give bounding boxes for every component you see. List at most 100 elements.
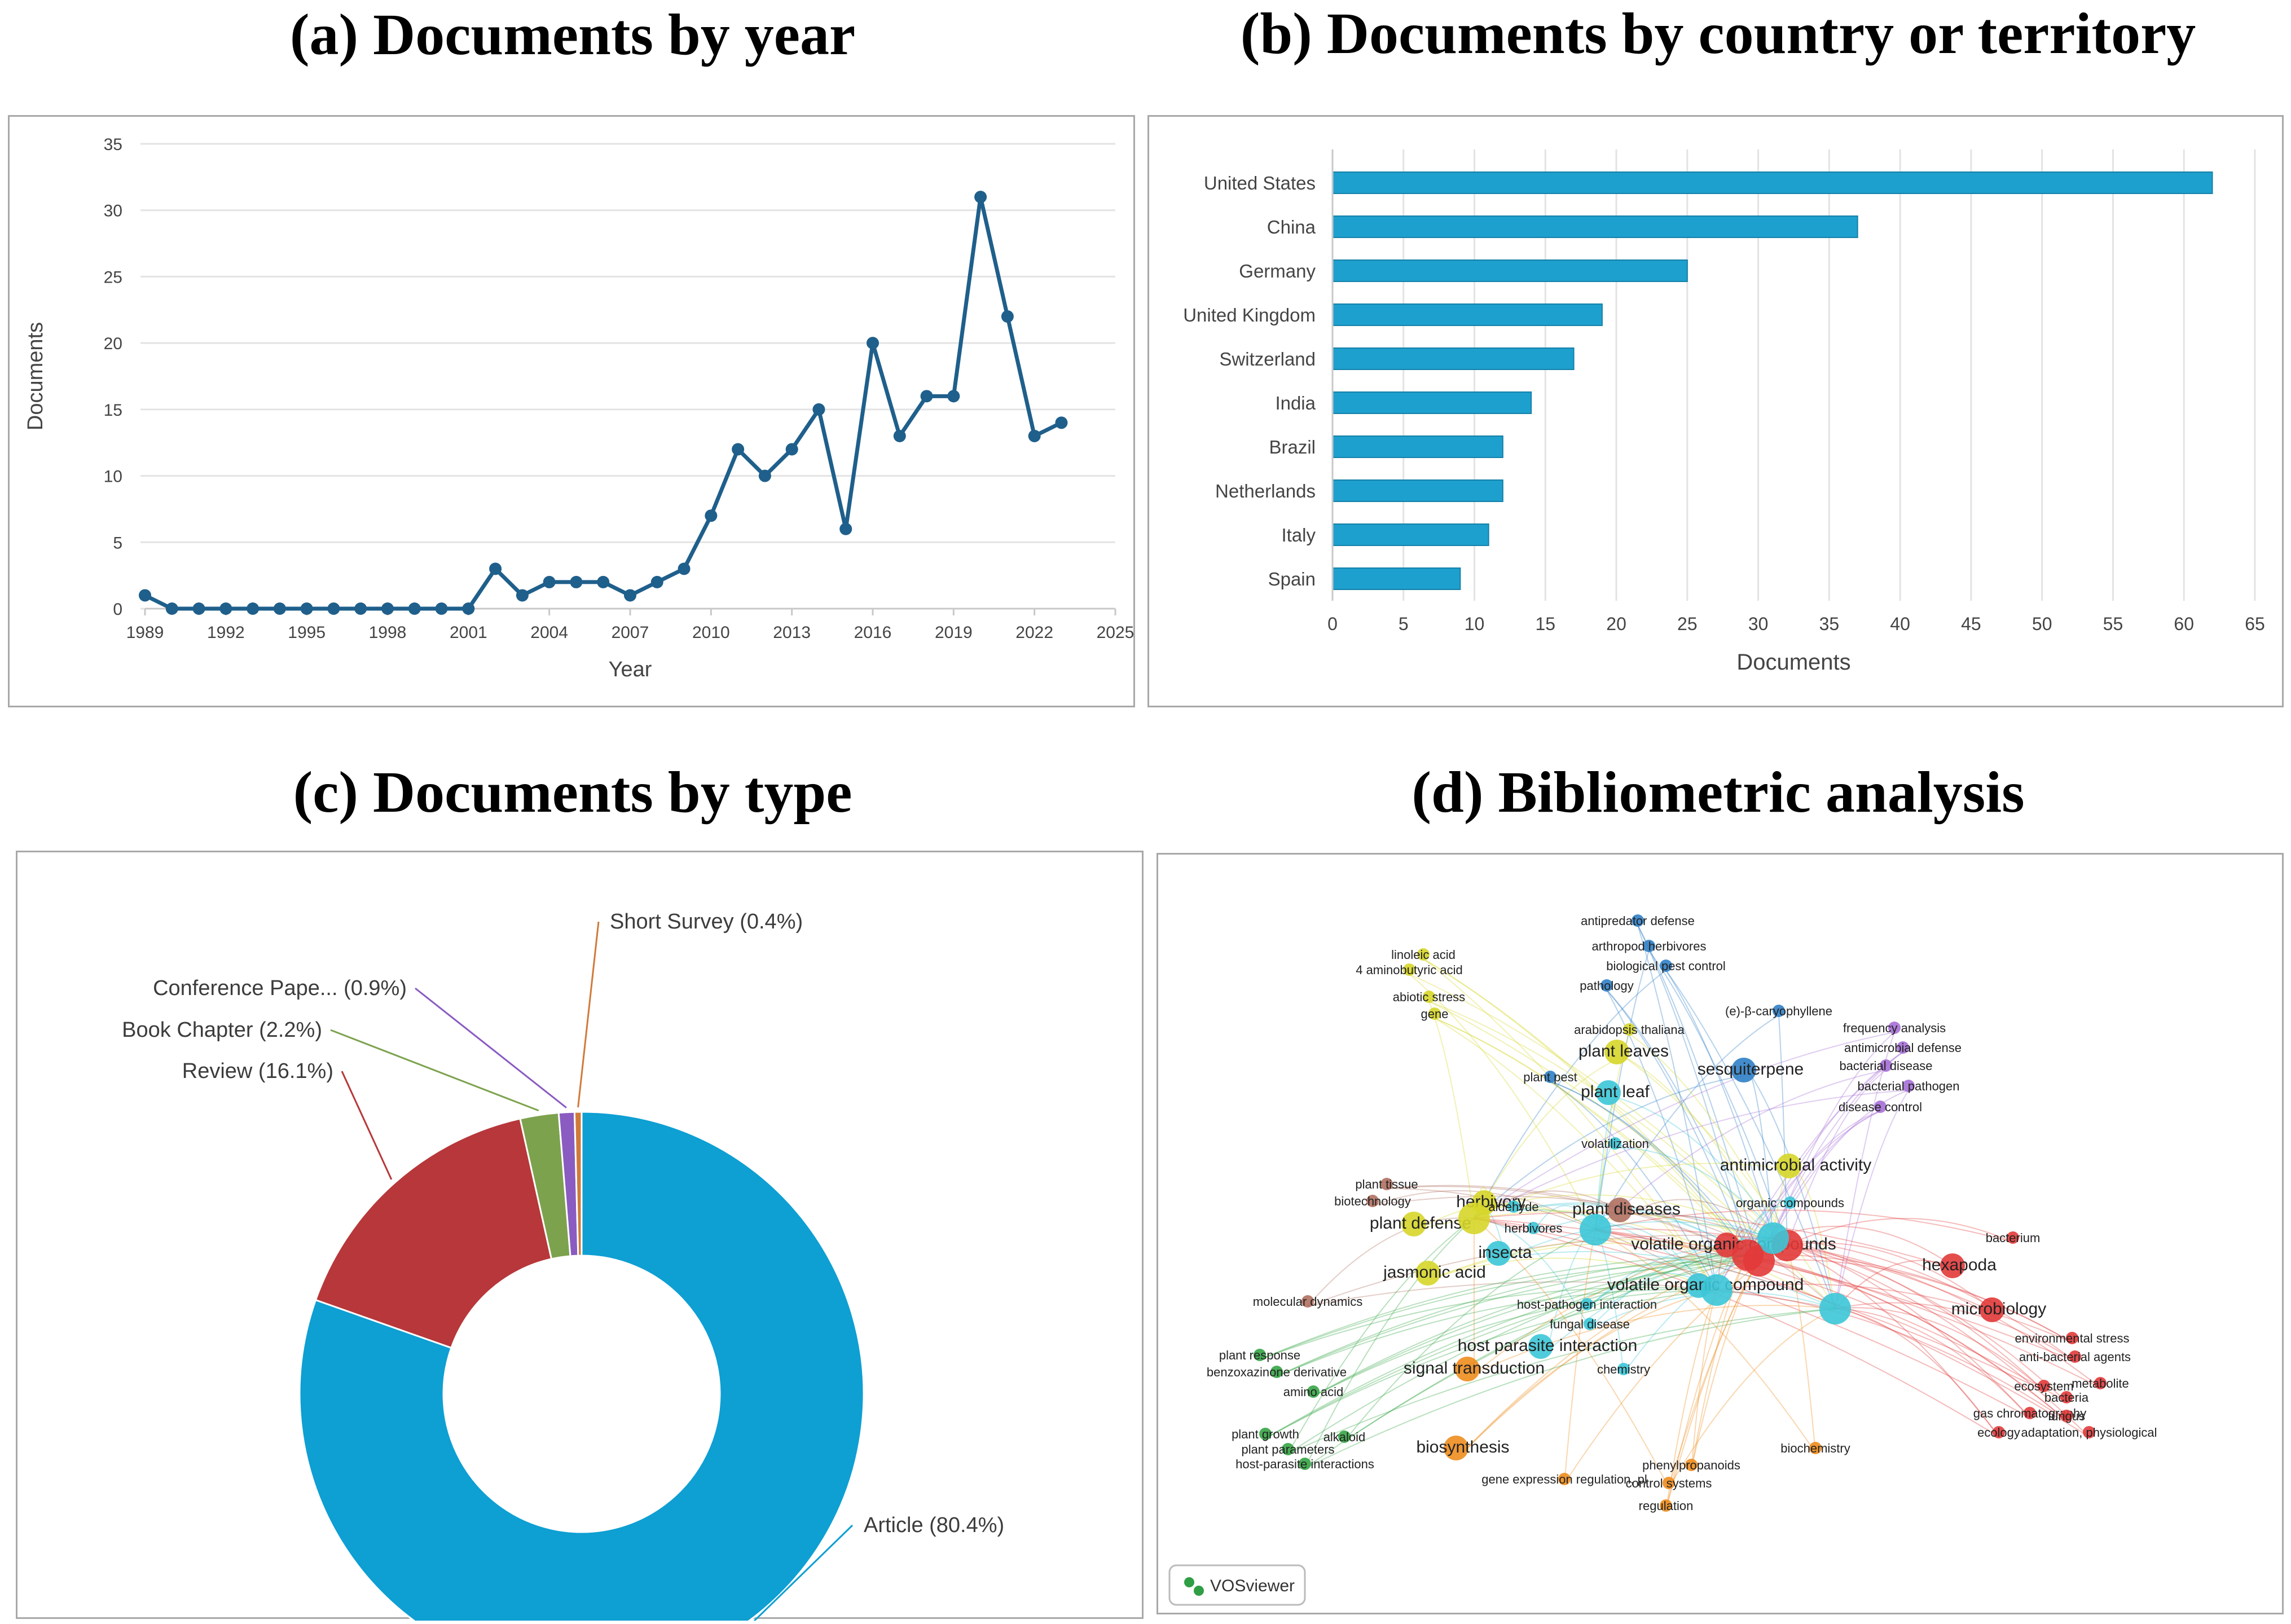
network-link	[1505, 1221, 1774, 1258]
network-node	[1486, 1241, 1511, 1266]
network-link	[1344, 1229, 1596, 1442]
data-point	[462, 602, 475, 615]
x-tick-label: 65	[2245, 614, 2265, 634]
network-link	[1595, 1229, 1816, 1453]
x-tick-label: 55	[2103, 614, 2123, 634]
network-hub-node	[1701, 1274, 1732, 1306]
x-tick-label: 60	[2174, 614, 2194, 634]
network-node	[1254, 1349, 1266, 1361]
data-point	[570, 575, 583, 588]
logo-mark	[1194, 1586, 1204, 1596]
donut-chart: Article (80.4%) Review (16.1%) Book Chapte…	[122, 910, 1004, 1621]
category-label: China	[1267, 217, 1316, 237]
network-node	[1993, 1426, 2005, 1438]
network-node	[2038, 1380, 2050, 1392]
network-node	[1809, 1442, 1822, 1454]
y-tick-label: 35	[104, 135, 122, 154]
data-point	[165, 602, 178, 615]
node-label: molecular dynamics	[1253, 1295, 1362, 1309]
network-node	[1604, 1040, 1629, 1064]
x-tick-label: 2001	[450, 623, 487, 642]
node-label: ecosystem	[2014, 1379, 2073, 1393]
network-node	[2060, 1391, 2073, 1403]
slice-label: Short Survey (0.4%)	[610, 910, 803, 934]
network-link	[1304, 1218, 1475, 1469]
network-node	[1423, 991, 1435, 1003]
node-label: organic compounds	[1736, 1196, 1844, 1210]
network-link	[1615, 1097, 1788, 1246]
x-tick-label: 30	[1748, 614, 1769, 634]
network-node	[1307, 1385, 1320, 1398]
node-label: alkaloid	[1323, 1430, 1366, 1444]
network-link	[1462, 1289, 1717, 1453]
network-link	[1304, 1238, 1774, 1469]
data-point	[785, 443, 798, 456]
node-label: plant leaves	[1578, 1042, 1669, 1060]
network-link	[1595, 1070, 1887, 1230]
node-label: bacteria	[2044, 1390, 2089, 1405]
network-link	[1747, 1111, 1881, 1256]
network-link	[1420, 1203, 1596, 1230]
node-label: antimicrobial activity	[1720, 1156, 1871, 1174]
network-link	[1474, 1074, 1751, 1219]
network-link	[1758, 1259, 2073, 1343]
data-point	[300, 602, 313, 615]
network-link	[1629, 1033, 1788, 1246]
bar	[1332, 171, 2213, 194]
node-label: volatilization	[1581, 1137, 1649, 1151]
network-node	[1902, 1080, 1915, 1092]
bar	[1332, 347, 1575, 370]
data-point	[974, 191, 987, 204]
category-label: United Kingdom	[1183, 305, 1316, 325]
network-link	[1474, 1032, 1895, 1219]
network-link	[1474, 1163, 1796, 1219]
x-tick-label: 50	[2032, 614, 2052, 634]
network-link	[1606, 989, 1748, 1256]
x-tick-label: 2022	[1015, 623, 1053, 642]
data-point	[1055, 416, 1068, 429]
network-node	[1528, 1334, 1553, 1359]
label-leader	[330, 1029, 539, 1112]
network-link	[1259, 1260, 1760, 1360]
network-link	[1665, 1289, 1717, 1511]
network-node	[1623, 1023, 1635, 1036]
network-link	[1423, 958, 1760, 1261]
network-link	[1265, 1260, 1760, 1439]
network-node	[2007, 1231, 2019, 1244]
network-link	[1595, 1209, 2013, 1243]
network-link	[1490, 1194, 1774, 1239]
network-link	[1665, 1260, 1760, 1511]
data-point	[732, 443, 745, 456]
network-link	[1307, 1217, 1475, 1306]
node-label: plant defense	[1370, 1214, 1471, 1233]
node-label: plant pest	[1523, 1070, 1577, 1084]
category-label: Italy	[1281, 525, 1316, 545]
network-link	[1589, 1237, 1774, 1329]
data-point	[812, 403, 825, 416]
data-point	[192, 602, 205, 615]
panel-a-title: (a) Documents by year	[289, 2, 856, 67]
y-tick-label: 30	[104, 202, 122, 221]
node-label: linoleic acid	[1391, 948, 1455, 962]
node-label: abiotic stress	[1393, 990, 1465, 1004]
bar	[1332, 259, 1688, 282]
data-point	[705, 509, 718, 522]
network-link	[1265, 1289, 1717, 1439]
panel-b-title: (b) Documents by country or territory	[1240, 1, 2196, 66]
network-link	[1835, 1090, 1909, 1309]
data-point	[867, 337, 879, 350]
network-node	[1874, 1101, 1887, 1113]
network-link	[1835, 1308, 1999, 1437]
node-label: benzoxazinone derivative	[1207, 1365, 1347, 1379]
network-link	[1615, 1147, 1788, 1246]
network-link	[1474, 1305, 1836, 1374]
data-point	[1001, 310, 1014, 323]
logo-frame	[1168, 1564, 1306, 1606]
x-tick-label: 2013	[773, 623, 811, 642]
slice-label: Article (80.4%)	[864, 1513, 1004, 1537]
data-point	[435, 602, 448, 615]
network-node	[1338, 1431, 1351, 1443]
node-label: plant leaf	[1581, 1082, 1650, 1101]
network-link	[1595, 950, 1650, 1230]
network-node	[1401, 1212, 1426, 1236]
